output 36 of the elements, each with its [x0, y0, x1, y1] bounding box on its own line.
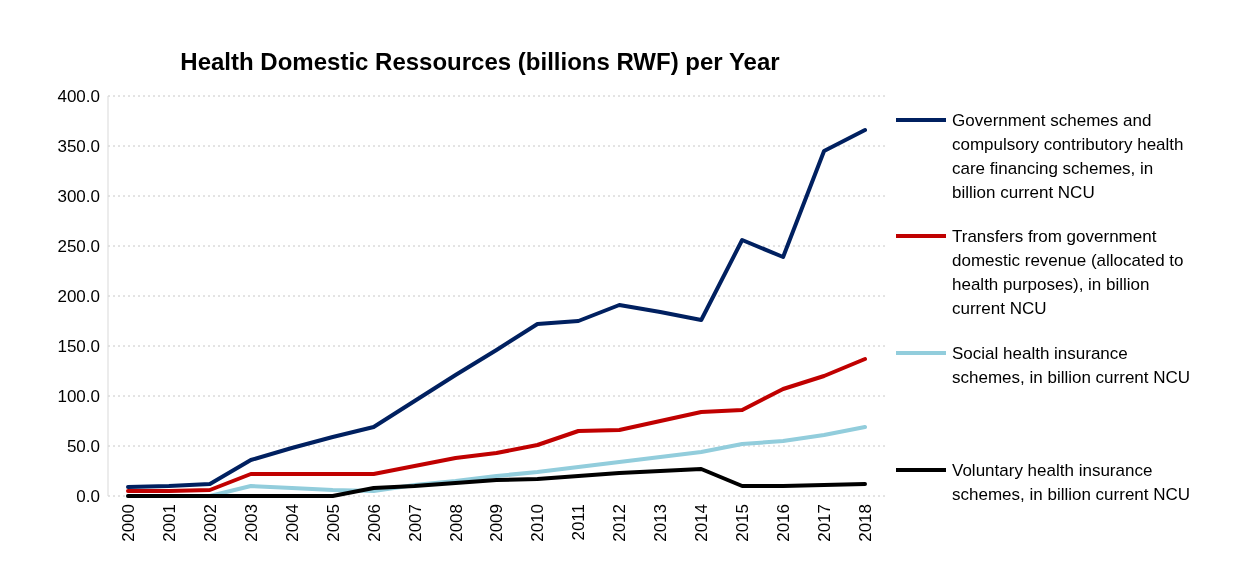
x-tick-label: 2015 [733, 504, 753, 542]
x-tick-label: 2001 [159, 504, 179, 542]
y-tick-label: 300.0 [57, 186, 100, 206]
x-tick-label: 2016 [774, 504, 794, 542]
x-tick-label: 2017 [815, 504, 835, 542]
y-tick-label: 200.0 [57, 286, 100, 306]
x-tick-label: 2010 [528, 504, 548, 542]
legend-label: Social health insurance schemes, in billion current NCU [952, 343, 1191, 387]
y-tick-label: 150.0 [57, 336, 100, 356]
legend-label: Voluntary health insurance schemes, in billion current NCU [952, 460, 1191, 504]
chart-title: Health Domestic Ressources (billions RWF) per Year [180, 48, 780, 75]
legend-label: Government schemes and compulsory contributory health care financing schemes, in billion current NCU [952, 110, 1184, 202]
y-tick-label: 0.0 [76, 486, 100, 506]
y-tick-label: 350.0 [57, 136, 100, 156]
x-tick-label: 2003 [241, 504, 261, 542]
x-tick-label: 2004 [282, 504, 302, 542]
legend-label: Transfers from government domestic revenue (allocated to health purposes), in billion current NCU [952, 226, 1184, 318]
line-series [126, 128, 867, 489]
line-series [126, 357, 867, 493]
x-tick-label: 2002 [200, 504, 220, 542]
y-tick-label: 250.0 [57, 236, 100, 256]
x-tick-label: 2011 [569, 504, 589, 541]
x-tick-label: 2014 [692, 504, 712, 542]
y-tick-label: 50.0 [66, 436, 100, 456]
x-tick-label: 2005 [323, 504, 343, 542]
x-tick-label: 2007 [405, 504, 425, 542]
y-tick-label: 100.0 [57, 386, 100, 406]
x-tick-label: 2008 [446, 504, 466, 542]
x-tick-label: 2012 [610, 504, 630, 542]
x-tick-label: 2013 [651, 504, 671, 542]
y-tick-label: 400.0 [57, 86, 100, 106]
x-tick-label: 2009 [487, 504, 507, 542]
line-series [126, 467, 867, 498]
x-tick-label: 2018 [855, 504, 875, 542]
x-tick-label: 2000 [118, 504, 138, 542]
x-tick-label: 2006 [364, 504, 384, 542]
